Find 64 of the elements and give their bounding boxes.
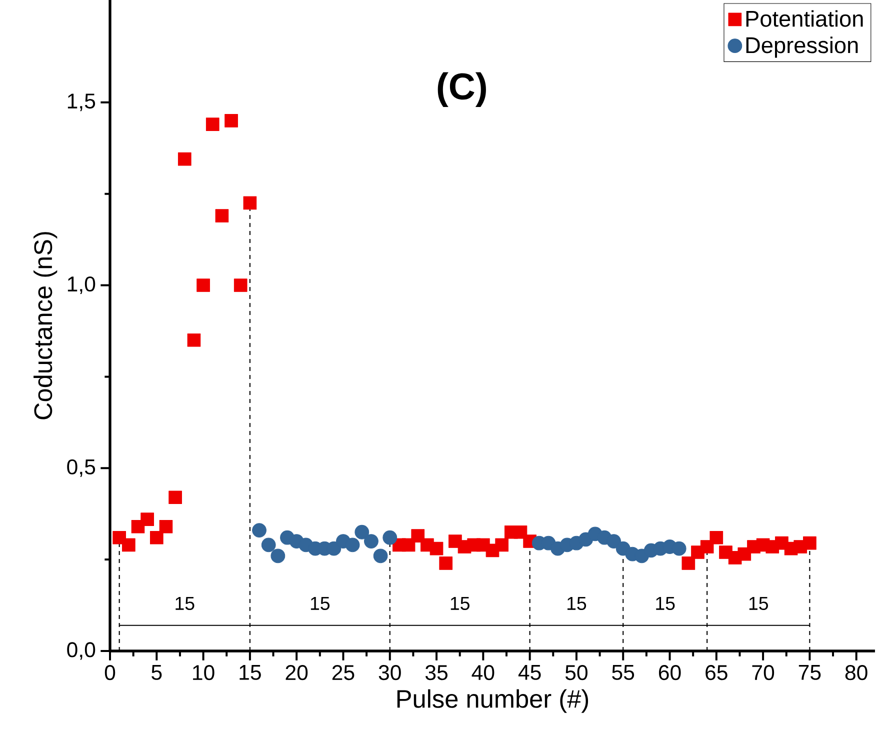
y-tick-label: 0,0 [67, 642, 96, 660]
x-tick-label: 20 [286, 665, 308, 680]
x-tick-label: 60 [658, 665, 681, 680]
point [261, 538, 276, 552]
y-axis-title: Coductance (nS) [34, 232, 58, 420]
point [215, 209, 229, 222]
point [439, 556, 453, 570]
point [495, 538, 508, 552]
x-tick-label: 45 [518, 665, 541, 680]
point [700, 540, 714, 554]
point [430, 542, 444, 556]
point [803, 536, 816, 550]
x-tick-label: 5 [152, 665, 162, 680]
point [382, 530, 398, 545]
point [187, 333, 201, 347]
annotation: 15 [176, 596, 194, 610]
point [150, 530, 164, 544]
point [364, 534, 378, 548]
legend-label: Potentiation [746, 10, 863, 27]
point [402, 538, 416, 552]
point [411, 529, 425, 542]
text: (C) [438, 72, 486, 108]
annotation: 15 [749, 596, 768, 610]
point [252, 523, 266, 538]
legend-label: Depression [746, 36, 858, 58]
x-tick-label: 65 [706, 665, 728, 680]
x-tick-label: 80 [845, 665, 868, 680]
y-tick-label: 1,0 [68, 276, 96, 294]
x-tick-label: 55 [612, 665, 634, 680]
point [682, 556, 696, 570]
x-tick-label: 0 [104, 665, 116, 680]
point [270, 548, 286, 564]
point [345, 538, 360, 552]
point [159, 520, 173, 534]
annotation: 15 [310, 596, 330, 610]
x-tick-label: 15 [240, 665, 261, 680]
x-tick-label: 70 [752, 665, 774, 680]
x-tick-label: 25 [332, 665, 354, 680]
point [710, 530, 724, 544]
point [206, 118, 220, 132]
point [224, 114, 238, 128]
annotation: 15 [568, 596, 586, 610]
point [672, 541, 686, 556]
point [234, 278, 248, 292]
x-tick-label: 35 [425, 665, 448, 680]
point [354, 524, 370, 540]
point [122, 538, 136, 552]
point [140, 512, 154, 526]
x-tick-label: 75 [798, 665, 821, 680]
point [178, 152, 192, 166]
x-axis-title: Pulse number (#) [397, 689, 588, 713]
point [606, 534, 621, 548]
x-tick-label: 30 [378, 665, 401, 680]
annotation: 15 [656, 596, 675, 610]
x-tick-label: 40 [472, 665, 494, 680]
point [196, 278, 210, 292]
x-tick-label: 10 [193, 665, 214, 680]
point [243, 196, 257, 210]
annotation: 15 [450, 596, 470, 610]
point [373, 548, 388, 564]
y-tick-label: 1,5 [68, 94, 96, 112]
point [168, 490, 182, 504]
x-tick-label: 50 [565, 665, 588, 680]
y-tick-label: 0,5 [67, 459, 96, 477]
